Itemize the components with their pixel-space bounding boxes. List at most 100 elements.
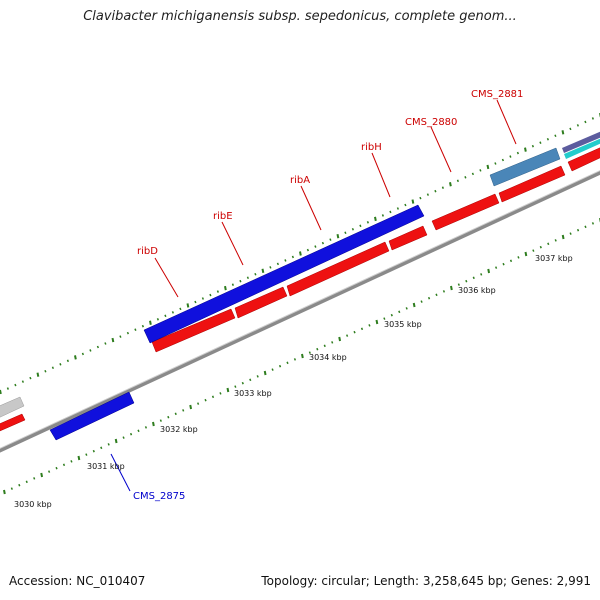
gene-red-7[interactable] — [498, 165, 566, 203]
lower-tick — [495, 266, 498, 269]
lower-tick — [487, 268, 491, 274]
upper-tick — [546, 137, 549, 141]
ribD-leader — [154, 257, 179, 298]
lower-tick — [271, 368, 274, 371]
upper-tick — [201, 297, 204, 300]
lower-tick — [92, 449, 95, 453]
lower-tick — [584, 225, 587, 229]
upper-tick — [81, 352, 84, 356]
upper-tick — [284, 259, 287, 262]
gene-red-1[interactable] — [0, 413, 26, 434]
lower-tick — [338, 336, 342, 342]
lower-tick — [532, 249, 535, 252]
lower-tick — [524, 251, 528, 257]
gene-red-5[interactable] — [388, 225, 428, 251]
gene-label-ribA[interactable]: ribA — [290, 175, 310, 186]
lower-tick — [25, 480, 28, 484]
upper-tick — [389, 210, 392, 214]
lower-tick — [293, 358, 297, 361]
lower-tick — [114, 438, 118, 444]
upper-tick — [591, 117, 594, 120]
lower-tick — [129, 432, 133, 436]
lower-tick — [249, 378, 252, 382]
gene-red-3[interactable] — [234, 286, 288, 319]
lower-tick — [405, 307, 408, 310]
gene-label-CMS_2881[interactable]: CMS_2881 — [471, 89, 523, 100]
upper-tick — [134, 328, 137, 331]
lower-tick — [137, 429, 140, 433]
gene-blue-1[interactable] — [143, 204, 425, 344]
upper-tick — [29, 376, 32, 380]
lower-tick — [122, 436, 125, 439]
upper-tick — [111, 337, 115, 343]
upper-tick — [441, 186, 444, 189]
lower-tick — [197, 402, 200, 405]
gene-red-4[interactable] — [286, 241, 390, 297]
lower-tick — [152, 421, 155, 427]
upper-tick — [516, 151, 519, 155]
upper-tick — [44, 369, 47, 373]
lower-tick — [77, 455, 81, 461]
lower-tick — [256, 375, 259, 378]
lower-tick — [547, 242, 550, 246]
gene-label-ribH[interactable]: ribH — [361, 142, 382, 153]
upper-tick — [51, 366, 54, 370]
upper-tick — [156, 318, 159, 321]
lower-tick — [539, 245, 542, 249]
lower-tick — [167, 415, 170, 419]
lower-tick — [435, 293, 438, 297]
upper-tick — [149, 320, 152, 325]
gene-label-ribD[interactable]: ribD — [137, 246, 158, 257]
lower-tick — [502, 262, 505, 266]
lower-tick — [278, 364, 282, 368]
upper-tick — [314, 245, 317, 248]
genome-backbone-highlight — [0, 170, 600, 449]
kbp-label-3036: 3036 kbp — [458, 286, 496, 295]
upper-tick — [179, 307, 182, 311]
lower-tick — [70, 460, 73, 463]
gene-gray[interactable] — [0, 396, 25, 420]
lower-tick — [241, 381, 244, 385]
gene-label-CMS_2880[interactable]: CMS_2880 — [405, 117, 457, 128]
gene-blue-2[interactable] — [49, 391, 135, 441]
lower-tick — [286, 361, 289, 365]
lower-tick — [360, 327, 364, 331]
upper-tick — [321, 241, 324, 245]
lower-tick — [383, 317, 386, 320]
upper-tick — [426, 193, 429, 196]
upper-tick — [261, 268, 265, 274]
kbp-label-3030: 3030 kbp — [14, 500, 52, 509]
gene-red-8[interactable] — [567, 146, 600, 172]
upper-tick — [494, 162, 497, 165]
lower-tick — [346, 334, 349, 337]
gene-cluster-purple[interactable] — [562, 130, 600, 153]
gene-steel[interactable] — [489, 147, 561, 187]
upper-tick — [539, 141, 542, 144]
upper-tick — [231, 283, 234, 286]
gene-cluster-teal[interactable] — [564, 137, 600, 159]
lower-tick — [18, 483, 21, 487]
upper-tick — [21, 380, 24, 383]
upper-tick — [329, 238, 332, 241]
upper-tick — [74, 355, 77, 360]
upper-tick — [404, 203, 407, 207]
gene-red-6[interactable] — [431, 193, 500, 231]
gene-red-2[interactable] — [151, 308, 236, 353]
upper-tick — [254, 272, 257, 276]
ribE-leader — [221, 221, 244, 266]
gene-label-CMS_2875[interactable]: CMS_2875 — [133, 491, 185, 502]
lower-tick — [323, 344, 326, 348]
lower-tick — [569, 232, 572, 235]
upper-tick — [239, 279, 242, 283]
lower-tick — [576, 228, 580, 232]
upper-tick — [224, 285, 227, 291]
upper-tick — [411, 199, 415, 204]
upper-tick — [276, 262, 279, 266]
lower-tick — [159, 419, 162, 422]
gene-label-ribE[interactable]: ribE — [213, 211, 233, 222]
lower-tick-track — [3, 218, 600, 495]
upper-tick — [336, 233, 340, 239]
upper-tick — [306, 248, 309, 252]
accession-text: Accession: NC_010407 — [9, 574, 146, 588]
